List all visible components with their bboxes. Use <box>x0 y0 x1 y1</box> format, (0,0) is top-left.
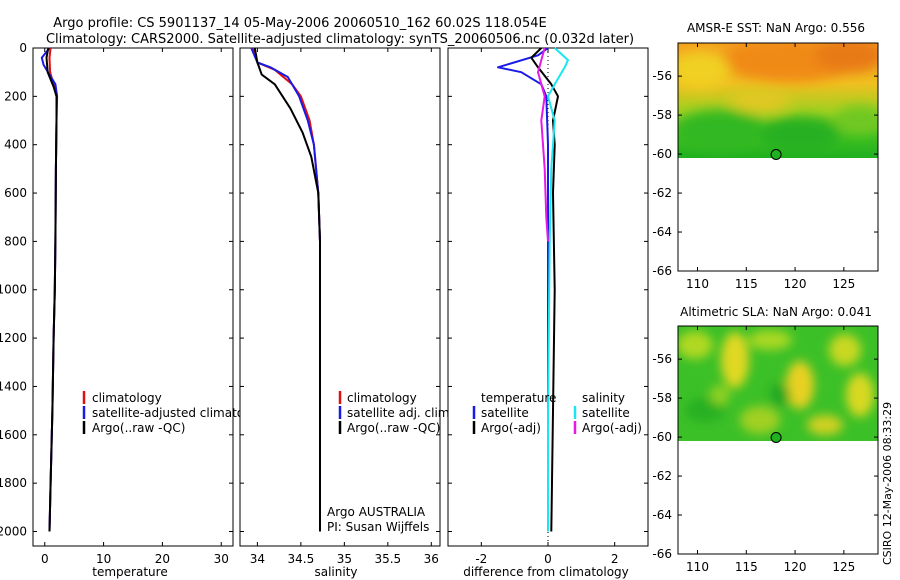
sst-map-ticks: 110 115 120 125 -56 -58 -60 -62 -64 -66 <box>652 43 878 291</box>
x-tick-label: 34.5 <box>288 552 315 566</box>
timestamp-label: CSIRO 12-May-2006 08:33:29 <box>881 402 894 565</box>
x-tick-label: -2 <box>475 552 487 566</box>
x-tick-label: 30 <box>214 552 229 566</box>
salinity-xlabel: salinity <box>314 565 357 579</box>
depth-tick-label: 600 <box>4 186 27 200</box>
header-line2: Climatology: CARS2000. Satellite-adjuste… <box>46 32 634 47</box>
x-tick-label: 34 <box>250 552 265 566</box>
difference-legend: temperature salinity satellite Argo(-adj… <box>472 391 642 435</box>
depth-axis: 0 200 400 600 800 1000 1200 1400 1600 1800 2000 <box>0 41 233 538</box>
sla-map-ticks: 110 115 120 125 -56 -58 -60 -62 -64 -66 <box>652 326 878 574</box>
map-x-tick-label: 110 <box>686 560 709 574</box>
salinity-axes <box>239 47 441 547</box>
map-y-tick-label: -64 <box>652 225 672 239</box>
map-y-tick-label: -60 <box>652 147 672 161</box>
x-tick-label: 35.5 <box>374 552 401 566</box>
difference-y-ticks <box>448 47 648 532</box>
map-y-tick-label: -64 <box>652 508 672 522</box>
legend-title-salinity: salinity <box>582 391 625 405</box>
map-x-tick-label: 120 <box>784 560 807 574</box>
legend-label-temp-satellite: satellite <box>481 406 529 420</box>
map-y-tick-label: -56 <box>652 69 672 83</box>
difference-xlabel: difference from climatology <box>463 565 629 579</box>
map-y-tick-label: -66 <box>652 547 672 561</box>
annotation-agency: Argo AUSTRALIA <box>327 505 426 519</box>
depth-tick-label: 200 <box>4 89 27 103</box>
legend-label-sal-argo: Argo(-adj) <box>582 421 642 435</box>
salinity-y-ticks <box>240 47 440 532</box>
series-line-magenta <box>537 47 549 242</box>
salinity-lines <box>250 47 321 532</box>
legend-label-sal-satellite: satellite <box>582 406 630 420</box>
series-line-black <box>253 47 321 532</box>
x-tick-label: 36 <box>424 552 439 566</box>
depth-tick-label: 1200 <box>0 331 27 345</box>
map-x-tick-label: 120 <box>784 277 807 291</box>
legend-label-satellite-adjusted: satellite-adjusted climatolog <box>92 406 262 420</box>
map-y-tick-label: -66 <box>652 264 672 278</box>
header-line1: Argo profile: CS 5901137_14 05-May-2006 … <box>53 16 546 31</box>
depth-tick-label: 1600 <box>0 428 27 442</box>
depth-tick-label: 1000 <box>0 283 27 297</box>
legend-label-argo: Argo(..raw -QC) <box>92 421 185 435</box>
legend-label-satellite-adj: satellite adj. clim. <box>347 406 453 420</box>
map-x-tick-label: 125 <box>832 277 855 291</box>
salinity-profile-panel: 34 34.5 35 35.5 36 salinity climatology sate… <box>239 47 453 579</box>
x-tick-label: 2 <box>611 552 619 566</box>
temperature-legend: climatology satellite-adjusted climatolo… <box>82 391 262 435</box>
temperature-x-axis: 0 10 20 30 <box>41 48 229 566</box>
legend-title-temperature: temperature <box>481 391 556 405</box>
sst-map-title: AMSR-E SST: NaN Argo: 0.556 <box>687 21 865 35</box>
x-tick-label: 35 <box>337 552 352 566</box>
temperature-lines <box>40 47 59 532</box>
sla-map-title: Altimetric SLA: NaN Argo: 0.041 <box>680 305 872 319</box>
difference-x-axis: -2 0 2 <box>475 48 618 566</box>
map-y-tick-label: -56 <box>652 352 672 366</box>
x-tick-label: 20 <box>155 552 170 566</box>
annotation-pi: PI: Susan Wijffels <box>327 520 429 534</box>
salinity-x-axis: 34 34.5 35 35.5 36 <box>250 48 439 566</box>
legend-label-temp-argo: Argo(-adj) <box>481 421 541 435</box>
series-line-black <box>530 47 559 532</box>
salinity-legend: climatology satellite adj. clim. Argo(..… <box>338 391 453 435</box>
depth-tick-label: 1800 <box>0 476 27 490</box>
depth-tick-label: 800 <box>4 234 27 248</box>
temperature-xlabel: temperature <box>92 565 167 579</box>
map-x-tick-label: 115 <box>735 277 758 291</box>
series-line-cyan <box>547 47 569 532</box>
legend-label-climatology: climatology <box>347 391 417 405</box>
argo-location-marker <box>770 149 782 160</box>
depth-tick-label: 0 <box>19 41 27 55</box>
sst-map-axes <box>677 42 879 272</box>
sla-map-panel: Altimetric SLA: NaN Argo: 0.041 110 115 12… <box>652 305 879 574</box>
difference-lines <box>497 47 569 532</box>
depth-tick-label: 2000 <box>0 524 27 538</box>
sla-map-axes <box>677 325 879 555</box>
temperature-axes <box>32 47 234 547</box>
argo-location-marker <box>770 432 782 443</box>
x-tick-label: 0 <box>544 552 552 566</box>
map-y-tick-label: -60 <box>652 430 672 444</box>
depth-tick-label: 400 <box>4 138 27 152</box>
sst-map-field <box>678 43 878 158</box>
map-x-tick-label: 110 <box>686 277 709 291</box>
legend-label-climatology: climatology <box>92 391 162 405</box>
map-y-tick-label: -62 <box>652 186 672 200</box>
x-tick-label: 10 <box>96 552 111 566</box>
series-line-black <box>45 47 58 532</box>
sla-map-field <box>678 326 878 441</box>
depth-tick-label: 1400 <box>0 379 27 393</box>
map-y-tick-label: -62 <box>652 469 672 483</box>
x-tick-label: 0 <box>41 552 49 566</box>
map-y-tick-label: -58 <box>652 391 672 405</box>
map-x-tick-label: 115 <box>735 560 758 574</box>
sst-map-panel: AMSR-E SST: NaN Argo: 0.556 110 115 120 125… <box>652 21 879 291</box>
difference-profile-panel: -2 0 2 difference from climatology tempera… <box>447 47 649 579</box>
legend-label-argo: Argo(..raw -QC) <box>347 421 440 435</box>
map-x-tick-label: 125 <box>832 560 855 574</box>
temperature-profile-panel: 0 200 400 600 800 1000 1200 1400 1600 1800 2000 0 1… <box>0 41 262 579</box>
map-y-tick-label: -58 <box>652 108 672 122</box>
